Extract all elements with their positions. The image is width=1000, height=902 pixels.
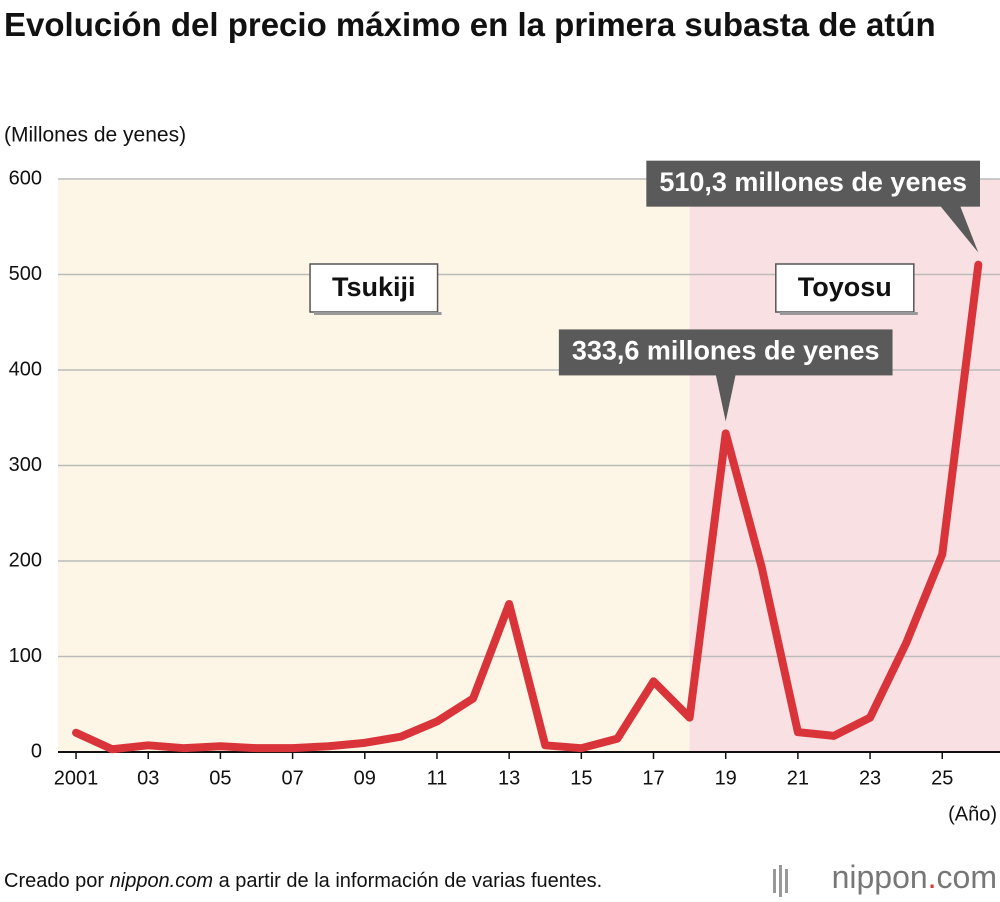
x-tick-label: 19 <box>715 767 737 789</box>
x-tick-label: 03 <box>137 767 159 789</box>
region-label-shadow <box>779 312 918 315</box>
x-tick-label: 07 <box>281 767 303 789</box>
y-tick-label: 100 <box>9 645 42 667</box>
source-site: nippon.com <box>110 870 213 892</box>
y-axis-label: (Millones de yenes) <box>4 124 186 147</box>
region-label-text: Toyosu <box>798 272 892 302</box>
x-tick-label: 17 <box>642 767 664 789</box>
logo-part: com <box>937 859 997 895</box>
y-tick-label: 300 <box>9 454 42 476</box>
x-tick-label: 25 <box>931 767 953 789</box>
y-tick-label: 0 <box>31 740 42 762</box>
callout-box <box>558 329 893 376</box>
x-tick-label: 2001 <box>54 767 99 789</box>
logo-bar <box>773 869 776 893</box>
x-tick-label: 11 <box>427 767 448 789</box>
logo-part: nippon <box>832 859 928 895</box>
region-label-box <box>309 263 439 313</box>
region-label-box <box>775 263 915 313</box>
y-tick-label: 400 <box>9 358 42 380</box>
region-label-shadow <box>314 312 442 315</box>
x-axis-label: (Año) <box>948 803 997 825</box>
x-tick-label: 05 <box>209 767 231 789</box>
x-tick-label: 21 <box>787 767 809 789</box>
region-label: Toyosu <box>775 263 918 315</box>
logo-dot: . <box>928 859 937 895</box>
callout-pointer <box>715 374 736 422</box>
logo-text: nippon.com <box>832 859 997 895</box>
x-tick-label: 15 <box>570 767 592 789</box>
logo-bar <box>785 869 788 893</box>
source-text: a partir de la información de varias fue… <box>213 870 602 892</box>
logo-bar <box>779 865 782 897</box>
x-tick-label: 13 <box>498 767 520 789</box>
callout: 333,6 millones de yenes <box>558 329 893 422</box>
y-tick-label: 200 <box>9 549 42 571</box>
callout-pointer <box>940 205 979 253</box>
logo: nippon.com <box>773 859 997 897</box>
source-text: Creado por <box>4 870 110 892</box>
data-line <box>72 260 983 754</box>
region-label-text: Tsukiji <box>332 272 416 302</box>
callout-box <box>646 160 980 207</box>
region-label: Tsukiji <box>309 263 442 315</box>
callout: 510,3 millones de yenes <box>646 160 980 253</box>
source-note: Creado por nippon.com a partir de la inf… <box>4 870 602 892</box>
x-tick-label: 23 <box>859 767 881 789</box>
value-label: 510,3 millones de yenes <box>659 167 967 197</box>
y-tick-label: 500 <box>9 263 42 285</box>
chart-title: Evolución del precio máximo en la primer… <box>4 6 936 43</box>
value-label: 333,6 millones de yenes <box>572 336 880 366</box>
x-tick-label: 09 <box>354 767 376 789</box>
y-tick-label: 600 <box>9 167 42 189</box>
